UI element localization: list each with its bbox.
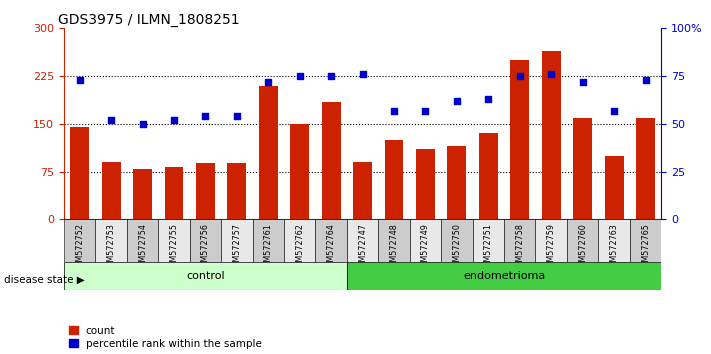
Bar xyxy=(573,118,592,219)
Bar xyxy=(70,127,89,219)
FancyBboxPatch shape xyxy=(442,219,473,262)
Text: GSM572760: GSM572760 xyxy=(578,223,587,272)
FancyBboxPatch shape xyxy=(378,219,410,262)
FancyBboxPatch shape xyxy=(64,262,347,290)
Text: GSM572748: GSM572748 xyxy=(390,223,399,272)
FancyBboxPatch shape xyxy=(473,219,504,262)
Text: GDS3975 / ILMN_1808251: GDS3975 / ILMN_1808251 xyxy=(58,13,240,27)
Point xyxy=(640,77,651,83)
Text: GSM572758: GSM572758 xyxy=(515,223,524,272)
Text: GSM572747: GSM572747 xyxy=(358,223,367,272)
FancyBboxPatch shape xyxy=(95,219,127,262)
FancyBboxPatch shape xyxy=(410,219,442,262)
Point xyxy=(294,73,306,79)
Point xyxy=(262,79,274,85)
Bar xyxy=(164,167,183,219)
Text: GSM572756: GSM572756 xyxy=(201,223,210,272)
Point xyxy=(326,73,337,79)
Point xyxy=(357,72,368,77)
FancyBboxPatch shape xyxy=(284,219,316,262)
Text: GSM572750: GSM572750 xyxy=(452,223,461,272)
Bar xyxy=(416,149,435,219)
Point xyxy=(514,73,525,79)
Text: disease state ▶: disease state ▶ xyxy=(4,275,85,285)
FancyBboxPatch shape xyxy=(630,219,661,262)
FancyBboxPatch shape xyxy=(127,219,159,262)
FancyBboxPatch shape xyxy=(535,219,567,262)
FancyBboxPatch shape xyxy=(190,219,221,262)
FancyBboxPatch shape xyxy=(504,219,535,262)
FancyBboxPatch shape xyxy=(599,219,630,262)
Text: GSM572751: GSM572751 xyxy=(484,223,493,272)
FancyBboxPatch shape xyxy=(64,219,95,262)
Bar xyxy=(447,146,466,219)
Bar xyxy=(322,102,341,219)
Text: GSM572754: GSM572754 xyxy=(138,223,147,272)
Point xyxy=(609,108,620,113)
Point xyxy=(577,79,588,85)
Text: GSM572762: GSM572762 xyxy=(295,223,304,272)
FancyBboxPatch shape xyxy=(316,219,347,262)
FancyBboxPatch shape xyxy=(347,219,378,262)
Text: GSM572752: GSM572752 xyxy=(75,223,84,272)
Text: GSM572757: GSM572757 xyxy=(232,223,241,272)
Bar xyxy=(133,169,152,219)
Text: GSM572765: GSM572765 xyxy=(641,223,650,272)
Point xyxy=(169,117,180,123)
Text: endometrioma: endometrioma xyxy=(463,271,545,281)
Bar xyxy=(228,164,246,219)
Point xyxy=(105,117,117,123)
Point xyxy=(74,77,85,83)
Point xyxy=(451,98,463,104)
Text: GSM572761: GSM572761 xyxy=(264,223,273,272)
Legend: count, percentile rank within the sample: count, percentile rank within the sample xyxy=(69,326,262,349)
FancyBboxPatch shape xyxy=(347,262,661,290)
Bar xyxy=(290,124,309,219)
Text: GSM572755: GSM572755 xyxy=(169,223,178,272)
Bar xyxy=(353,162,372,219)
Point xyxy=(388,108,400,113)
Text: GSM572759: GSM572759 xyxy=(547,223,556,272)
Bar xyxy=(479,133,498,219)
Point xyxy=(483,96,494,102)
Point xyxy=(231,113,242,119)
Text: control: control xyxy=(186,271,225,281)
Bar xyxy=(196,164,215,219)
Text: GSM572749: GSM572749 xyxy=(421,223,430,272)
FancyBboxPatch shape xyxy=(252,219,284,262)
Point xyxy=(200,113,211,119)
FancyBboxPatch shape xyxy=(159,219,190,262)
Text: GSM572764: GSM572764 xyxy=(326,223,336,272)
Bar xyxy=(259,86,278,219)
Bar xyxy=(542,51,561,219)
Bar xyxy=(636,118,655,219)
Bar xyxy=(604,156,624,219)
Bar xyxy=(385,140,403,219)
Bar xyxy=(102,162,121,219)
Bar xyxy=(510,60,529,219)
FancyBboxPatch shape xyxy=(221,219,252,262)
FancyBboxPatch shape xyxy=(567,219,599,262)
Point xyxy=(419,108,431,113)
Point xyxy=(137,121,149,127)
Text: GSM572753: GSM572753 xyxy=(107,223,116,272)
Text: GSM572763: GSM572763 xyxy=(609,223,619,272)
Point xyxy=(545,72,557,77)
